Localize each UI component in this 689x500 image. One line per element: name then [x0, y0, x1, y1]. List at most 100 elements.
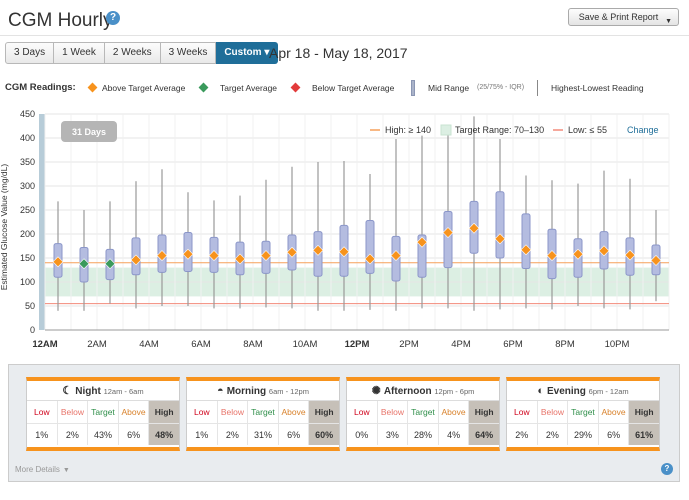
x-tick-label: 8AM: [243, 339, 263, 350]
days-badge: [61, 121, 117, 142]
help-icon[interactable]: ?: [661, 463, 673, 475]
moon-icon: ☾: [62, 385, 73, 397]
target-diamond-icon: [198, 82, 209, 93]
x-tick-label: 4PM: [451, 339, 471, 350]
x-tick-label: 8PM: [555, 339, 575, 350]
summary-card-afternoon: ✺ Afternoon 12pm - 6pm Low Below Target Above…: [346, 377, 500, 451]
card-values-row: 1% 2% 43% 6% 48%: [27, 423, 179, 445]
more-details-label: More Details: [15, 465, 60, 474]
card-values-row: 1% 2% 31% 6% 60%: [187, 423, 339, 445]
save-print-label: Save & Print Report: [578, 12, 659, 22]
below-diamond-icon: [290, 82, 301, 93]
value-below: 2%: [537, 423, 569, 445]
y-tick-label: 450: [20, 109, 35, 119]
col-high: High: [309, 401, 339, 423]
median-marker: [286, 246, 298, 258]
value-target: 31%: [248, 423, 279, 445]
save-print-button[interactable]: Save & Print Report ▼: [568, 8, 679, 26]
axis-strip: [39, 114, 45, 330]
col-below: Below: [538, 401, 569, 423]
x-tick-label: 6PM: [503, 339, 523, 350]
median-marker: [52, 256, 64, 268]
col-target: Target: [248, 401, 279, 423]
y-tick-label: 250: [20, 205, 35, 215]
chevron-down-icon: ▼: [665, 18, 672, 25]
sunrise-icon: ◓: [217, 385, 224, 397]
target-legend-swatch: [440, 124, 452, 136]
chart-svg: 0 50 100 150 200 250 300 350 400 450 12AM 2AM 4AM 6AM…: [0, 109, 670, 350]
col-target: Target: [88, 401, 119, 423]
col-above: Above: [599, 401, 630, 423]
value-below: 3%: [377, 423, 409, 445]
legend-title: CGM Readings:: [5, 82, 76, 93]
legend-below: Below Target Average: [312, 83, 395, 93]
card-time-range: 6pm - 12am: [588, 387, 629, 396]
tab-2-weeks[interactable]: 2 Weeks: [104, 42, 161, 64]
help-icon[interactable]: ?: [106, 11, 120, 25]
card-header-row: Low Below Target Above High: [347, 401, 499, 423]
more-details-toggle[interactable]: More Details ▼: [15, 465, 70, 474]
card-title: Morning: [226, 386, 267, 397]
days-badge-label: 31 Days: [72, 127, 106, 137]
median-marker: [208, 250, 220, 262]
median-marker: [520, 244, 532, 256]
card-values-row: 0% 3% 28% 4% 64%: [347, 423, 499, 445]
legend-above: Above Target Average: [102, 83, 186, 93]
summary-card-evening: ◐ Evening 6pm - 12am Low Below Target Above Hi…: [506, 377, 660, 451]
y-tick-label: 200: [20, 229, 35, 239]
col-below: Below: [218, 401, 249, 423]
median-marker: [416, 236, 428, 248]
value-high: 60%: [309, 423, 339, 445]
y-axis-label: Estimated Glucose Value (mg/dL): [0, 164, 9, 291]
value-above: 4%: [438, 423, 470, 445]
iqr-box: [365, 220, 375, 274]
low-legend-label: Low: ≤ 55: [568, 125, 607, 135]
legend-mid: Mid Range: [428, 83, 470, 93]
median-marker: [624, 249, 636, 261]
value-above: 6%: [118, 423, 150, 445]
card-time-range: 6am - 12pm: [268, 387, 309, 396]
median-marker: [494, 233, 506, 245]
col-target: Target: [568, 401, 599, 423]
col-below: Below: [58, 401, 89, 423]
value-low: 0%: [347, 423, 378, 445]
tab-3-days[interactable]: 3 Days: [5, 42, 55, 64]
card-time-range: 12am - 6am: [103, 387, 144, 396]
col-high: High: [629, 401, 659, 423]
value-high: 64%: [469, 423, 499, 445]
value-high: 61%: [629, 423, 659, 445]
y-tick-label: 300: [20, 181, 35, 191]
value-high: 48%: [149, 423, 179, 445]
value-low: 1%: [27, 423, 58, 445]
tab-custom[interactable]: Custom ▾: [216, 42, 279, 64]
col-low: Low: [187, 401, 218, 423]
x-tick-label: 2AM: [87, 339, 107, 350]
x-tick-label: 4AM: [139, 339, 159, 350]
tab-1-week[interactable]: 1 Week: [54, 42, 105, 64]
value-low: 1%: [187, 423, 218, 445]
col-below: Below: [378, 401, 409, 423]
legend-high-low: Highest-Lowest Reading: [551, 83, 644, 93]
col-low: Low: [27, 401, 58, 423]
median-marker: [390, 250, 402, 262]
legend-mid-sub: (25/75% - IQR): [477, 84, 525, 91]
y-tick-label: 50: [25, 301, 35, 311]
card-header: ☾ Night 12am - 6am: [27, 381, 179, 401]
chevron-down-icon: ▼: [62, 467, 70, 474]
tab-3-weeks[interactable]: 3 Weeks: [160, 42, 217, 64]
card-header: ✺ Afternoon 12pm - 6pm: [347, 381, 499, 401]
median-marker: [364, 253, 376, 265]
card-header: ◐ Evening 6pm - 12am: [507, 381, 659, 401]
change-thresholds-link[interactable]: Change: [627, 125, 659, 135]
median-marker: [572, 248, 584, 260]
card-header-row: Low Below Target Above High: [507, 401, 659, 423]
card-header: ◓ Morning 6am - 12pm: [187, 381, 339, 401]
col-above: Above: [279, 401, 310, 423]
value-below: 2%: [57, 423, 89, 445]
y-tick-label: 100: [20, 277, 35, 287]
value-target: 43%: [88, 423, 119, 445]
median-marker: [546, 250, 558, 262]
median-marker: [156, 250, 168, 262]
value-target: 28%: [408, 423, 439, 445]
mid-range-bar-icon: [411, 80, 415, 96]
